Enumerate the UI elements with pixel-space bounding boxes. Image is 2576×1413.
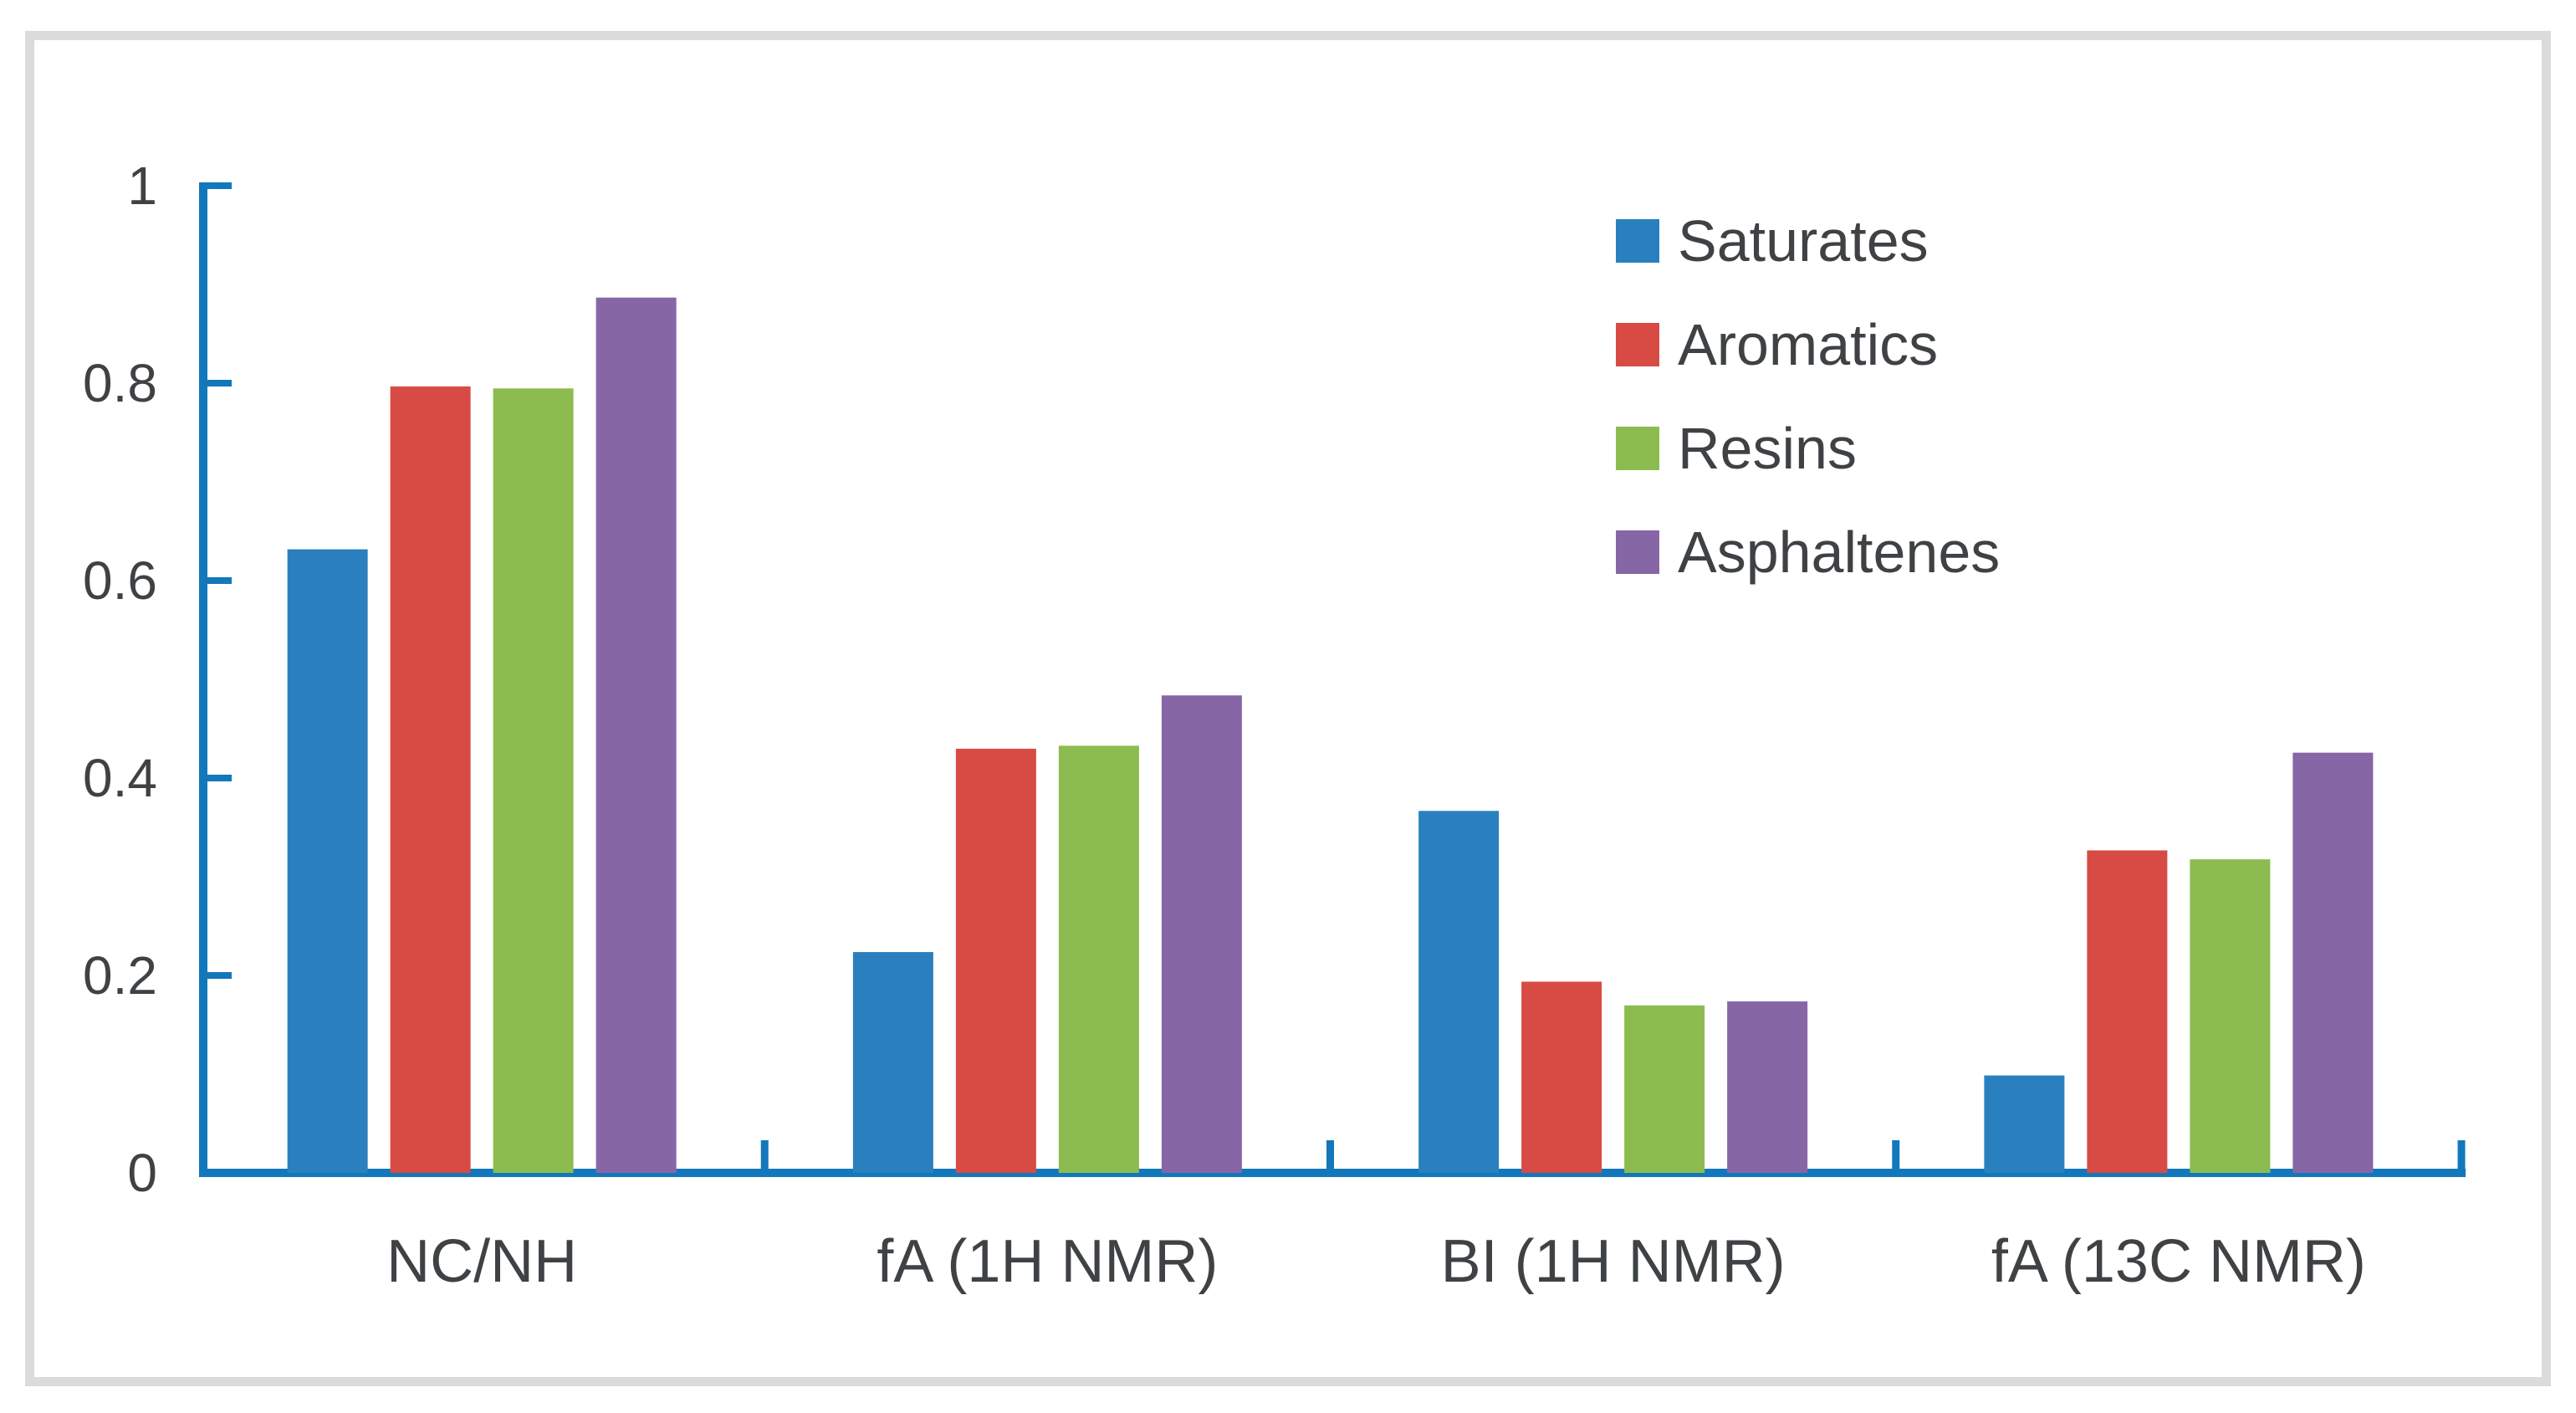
- legend-label-saturates: Saturates: [1678, 208, 1929, 274]
- x-boundary-tick-1: [760, 1140, 769, 1169]
- y-tick-0.6: [199, 577, 232, 584]
- legend-label-asphaltenes: Asphaltenes: [1678, 520, 2000, 585]
- bar-aromatics-nc-nh: [390, 386, 471, 1173]
- legend-label-resins: Resins: [1678, 416, 1857, 481]
- bar-aromatics-fa-13c-nmr: [2087, 850, 2168, 1173]
- bar-asphaltenes-fa-13c-nmr: [2292, 752, 2374, 1173]
- x-boundary-tick-2: [1326, 1140, 1334, 1169]
- y-axis-line: [199, 186, 207, 1177]
- bar-saturates-fa-1h-nmr: [852, 952, 933, 1173]
- bar-saturates-bi-1h-nmr: [1418, 811, 1500, 1173]
- bar-asphaltenes-fa-1h-nmr: [1161, 695, 1242, 1173]
- bar-resins-fa-1h-nmr: [1058, 745, 1139, 1173]
- x-axis-category-label-bi-1h-nmr: BI (1H NMR): [1441, 1228, 1786, 1295]
- y-tick-label-0: 0: [127, 1143, 157, 1203]
- bar-aromatics-fa-1h-nmr: [955, 748, 1036, 1173]
- bar-resins-nc-nh: [493, 388, 574, 1173]
- bar-saturates-nc-nh: [287, 549, 368, 1173]
- y-tick-label-0.6: 0.6: [83, 550, 157, 611]
- x-axis-line: [199, 1169, 2466, 1177]
- legend-swatch-aromatics: [1616, 323, 1659, 366]
- legend-swatch-saturates: [1616, 219, 1659, 263]
- x-axis-category-label-fa-13c-nmr: fA (13C NMR): [1991, 1228, 2366, 1295]
- x-boundary-tick-3: [1892, 1140, 1900, 1169]
- legend-label-aromatics: Aromatics: [1678, 312, 1938, 377]
- x-axis-category-label-fa-1h-nmr: fA (1H NMR): [877, 1228, 1218, 1295]
- bar-asphaltenes-bi-1h-nmr: [1727, 1001, 1808, 1173]
- legend: Saturates Aromatics Resins Asphaltenes: [1616, 208, 2000, 585]
- y-tick-0.4: [199, 775, 232, 781]
- bar-asphaltenes-nc-nh: [595, 297, 677, 1174]
- y-tick-label-1: 1: [127, 156, 157, 216]
- bar-resins-fa-13c-nmr: [2190, 859, 2271, 1173]
- y-tick-label-0.2: 0.2: [83, 945, 157, 1006]
- x-axis-category-label-nc-nh: NC/NH: [386, 1228, 577, 1295]
- bar-aromatics-bi-1h-nmr: [1521, 981, 1602, 1173]
- legend-swatch-resins: [1616, 427, 1659, 470]
- y-tick-label-0.4: 0.4: [83, 748, 157, 808]
- y-tick-0.8: [199, 380, 232, 387]
- legend-swatch-asphaltenes: [1616, 530, 1659, 574]
- x-boundary-tick-4: [2457, 1140, 2466, 1169]
- y-tick-0.2: [199, 972, 232, 979]
- bar-resins-bi-1h-nmr: [1624, 1005, 1705, 1173]
- y-tick-1: [199, 182, 232, 189]
- bar-saturates-fa-13c-nmr: [1984, 1075, 2065, 1173]
- y-tick-label-0.8: 0.8: [83, 353, 157, 413]
